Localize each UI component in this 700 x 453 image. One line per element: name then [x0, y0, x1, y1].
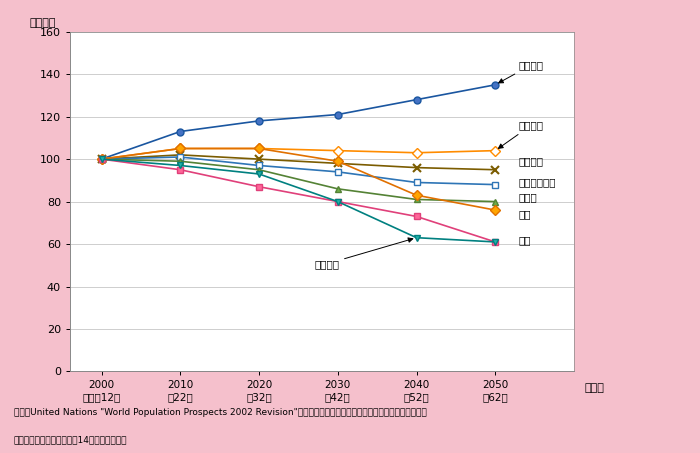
Text: イタリア: イタリア: [314, 238, 413, 269]
Text: 韓国: 韓国: [519, 209, 531, 219]
Text: ドイツ: ドイツ: [519, 193, 538, 202]
Text: 日本: 日本: [519, 235, 531, 245]
Text: 資料：United Nations "World Population Prospects 2002 Revision"ただし、日本は国立社会保障・人口問題研究: 資料：United Nations "World Population Pros…: [14, 408, 427, 417]
Text: （指数）: （指数）: [29, 18, 56, 28]
Text: イギリス: イギリス: [498, 120, 544, 149]
Text: の人口の将来推計（平成14年１月推計）」: の人口の将来推計（平成14年１月推計）」: [14, 435, 127, 444]
Text: スウェーデン: スウェーデン: [519, 178, 557, 188]
Text: フランス: フランス: [519, 156, 544, 166]
Text: アメリカ: アメリカ: [498, 60, 544, 83]
Text: （年）: （年）: [584, 383, 604, 393]
